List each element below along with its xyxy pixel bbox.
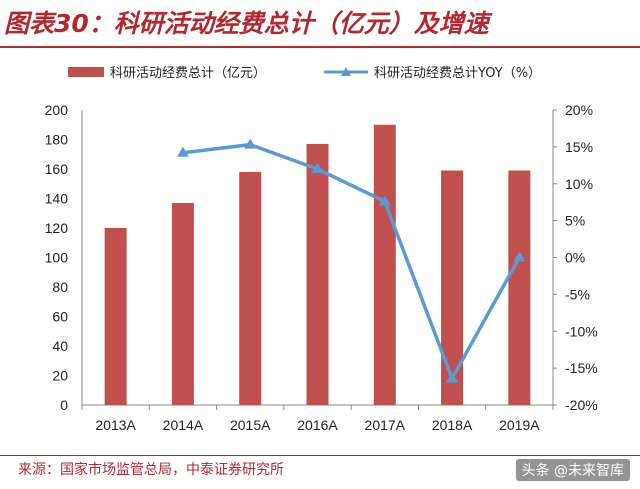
y-left-tick-label: 80 <box>52 279 68 295</box>
yoy-point <box>513 251 526 262</box>
legend-label-bar: 科研活动经费总计（亿元） <box>110 66 266 81</box>
yoy-point <box>176 146 189 157</box>
y-right-tick-label: 10% <box>565 176 593 192</box>
x-tick-label: 2014A <box>163 417 204 433</box>
x-tick-label: 2016A <box>297 417 338 433</box>
y-left-tick-label: 100 <box>45 250 69 266</box>
legend-swatch-marker <box>341 67 351 76</box>
bars <box>104 124 531 406</box>
x-tick-label: 2019A <box>499 417 540 433</box>
bar <box>104 228 127 405</box>
legend-label-line: 科研活动经费总计YOY（%） <box>374 66 541 81</box>
y-left-tick-label: 180 <box>45 132 69 148</box>
x-tick-label: 2013A <box>95 417 136 433</box>
axes: 0 20 40 60 80 100 120 140 160 180 200 -20% -15% -10% -… <box>45 102 598 433</box>
source-note: 来源：国家市场监管总局，中泰证券研究所 <box>18 462 284 478</box>
x-tick-label: 2018A <box>432 417 473 433</box>
y-right-tick-label: -5% <box>565 286 590 302</box>
y-left-tick-label: 0 <box>60 397 68 413</box>
bar <box>373 124 396 405</box>
yoy-point <box>244 138 257 149</box>
title-divider <box>0 46 640 48</box>
y-right-tick-label: -15% <box>565 360 598 376</box>
y-left-tick-label: 140 <box>45 191 69 207</box>
footer-divider <box>0 455 640 456</box>
y-right-tick-label: -10% <box>565 323 598 339</box>
y-left-tick-label: 40 <box>52 338 68 354</box>
x-tick-label: 2017A <box>365 417 406 433</box>
bar <box>239 171 262 405</box>
y-left-tick-label: 60 <box>52 309 68 325</box>
y-right-tick-label: -20% <box>565 397 598 413</box>
x-tick-label: 2015A <box>230 417 271 433</box>
y-left-tick-label: 20 <box>52 368 68 384</box>
bar <box>441 170 464 405</box>
legend-swatch-bar <box>68 67 104 77</box>
legend: 科研活动经费总计（亿元） 科研活动经费总计YOY（%） <box>68 66 541 81</box>
bar <box>171 202 194 405</box>
bar <box>508 170 531 405</box>
yoy-line <box>176 138 526 383</box>
chart-title: 图表30：科研活动经费总计（亿元）及增速 <box>4 9 489 38</box>
y-left-tick-label: 160 <box>45 161 69 177</box>
yoy-point <box>378 195 391 206</box>
y-right-tick-label: 5% <box>565 213 585 229</box>
y-right-tick-label: 20% <box>565 102 593 118</box>
yoy-line-path <box>182 142 521 381</box>
watermark: 头条 @未来智库 <box>515 459 630 481</box>
y-left-tick-label: 120 <box>45 220 69 236</box>
yoy-point <box>446 372 459 383</box>
y-right-tick-label: 15% <box>565 139 593 155</box>
y-left-tick-label: 200 <box>45 102 69 118</box>
y-right-tick-label: 0% <box>565 250 585 266</box>
yoy-point <box>311 163 324 173</box>
bar <box>306 143 329 406</box>
